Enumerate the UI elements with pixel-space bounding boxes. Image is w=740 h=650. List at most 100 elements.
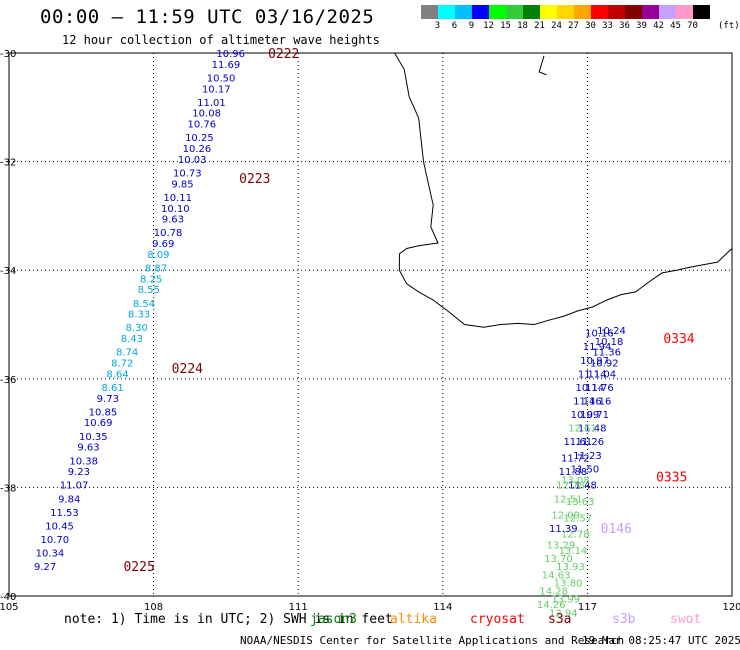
wave-height-label: 10.69 (84, 418, 113, 429)
wave-height-label: 10.17 (202, 84, 231, 95)
wave-height-label: 10.24 (597, 326, 626, 337)
wave-height-label: 10.08 (192, 109, 221, 120)
wave-height-label: 10.38 (69, 456, 98, 467)
wave-height-label: 13.70 (544, 554, 573, 565)
scale-label: 9 (468, 21, 475, 31)
scale-swatch (523, 5, 540, 19)
wave-height-label: 11.39 (549, 524, 578, 535)
wave-height-label: 8.55 (138, 285, 160, 296)
wave-height-label: 11.72 (561, 454, 590, 465)
wave-height-label: 10.14 (575, 383, 604, 394)
lat-tick-label: -30 (0, 49, 16, 60)
wave-height-label: 12.78 (556, 481, 585, 492)
scale-swatch (608, 5, 625, 19)
wave-height-label: 13.29 (547, 540, 576, 551)
wave-height-label: 11.50 (571, 464, 600, 475)
wave-height-label: 8.30 (126, 323, 148, 334)
wave-height-label: 13.14 (559, 546, 588, 557)
wave-height-label: 10.10 (161, 204, 190, 215)
wave-height-label: 14.26 (537, 600, 566, 611)
wave-height-label: 8.33 (128, 310, 150, 321)
credit-line: NOAA/NESDIS Center for Satellite Applica… (240, 634, 625, 647)
scale-label: 42 (653, 21, 664, 31)
wave-height-label: 10.26 (183, 144, 212, 155)
wave-height-label: 13.80 (554, 578, 583, 589)
scale-label: 3 (434, 21, 441, 31)
scale-label: 15 (500, 21, 511, 31)
wave-height-label: 11.01 (197, 98, 226, 109)
wave-height-label: 10.03 (178, 155, 207, 166)
wave-height-label: 11.53 (50, 508, 79, 519)
wave-height-label: 11.46 (573, 397, 602, 408)
wave-height-label: 12.57 (563, 513, 592, 524)
wave-height-label: 11.48 (568, 481, 597, 492)
footer-note: note: 1) Time is in UTC; 2) SWH is in fe… (64, 612, 393, 627)
wave-height-label: 10.50 (207, 73, 236, 84)
scale-swatch (676, 5, 693, 19)
pass-time-label: 0225 (123, 560, 154, 575)
wave-height-label: 10.99 (571, 410, 600, 421)
wave-height-label: 8.64 (106, 369, 128, 380)
wave-height-label: 14.28 (539, 587, 568, 598)
scale-swatch (455, 5, 472, 19)
lon-tick-label: 105 (0, 602, 19, 613)
lat-tick-label: -40 (0, 592, 16, 603)
wave-height-label: 9.27 (34, 562, 56, 573)
scale-swatch (540, 5, 557, 19)
pass-time-label: 0334 (663, 332, 694, 347)
wave-height-label: 11.88 (559, 467, 588, 478)
wave-height-label: 10.78 (154, 228, 183, 239)
wave-height-label: 10.96 (216, 49, 245, 60)
wave-height-label: 10.92 (590, 359, 619, 370)
wave-height-label: 9.69 (152, 239, 174, 250)
wave-height-label: 12.51 (554, 494, 583, 505)
wave-height-label: 10.70 (40, 535, 69, 546)
wave-height-label: 11.61 (563, 437, 592, 448)
scale-swatch (642, 5, 659, 19)
wave-height-label: 10.18 (595, 337, 624, 348)
lon-tick-label: 111 (289, 602, 308, 613)
scale-label: 18 (517, 21, 528, 31)
wave-height-label: 11.76 (585, 383, 614, 394)
wave-height-label: 9.63 (77, 443, 99, 454)
pass-time-label: 0222 (268, 47, 299, 62)
scale-label: 36 (619, 21, 630, 31)
scale-swatch (693, 5, 710, 19)
satellite-legend-item: swot (670, 612, 702, 627)
wave-height-label: 8.54 (133, 299, 155, 310)
wave-height-label: 10.35 (79, 432, 108, 443)
coastline (394, 52, 733, 328)
wave-height-label: 11.07 (60, 481, 89, 492)
scale-label: 27 (568, 21, 579, 31)
wave-height-label: 13.08 (561, 475, 590, 486)
wave-height-label: 11.26 (575, 437, 604, 448)
wave-height-label: 11.23 (573, 451, 602, 462)
color-scale (421, 5, 710, 19)
scale-swatch (472, 5, 489, 19)
lon-tick-label: 114 (433, 602, 452, 613)
wave-height-label: 11.48 (578, 424, 607, 435)
map-frame (8, 52, 733, 597)
wave-height-label: 8.43 (121, 334, 143, 345)
scale-label: 24 (551, 21, 562, 31)
wave-height-label: 8.25 (140, 274, 162, 285)
coastline-island (538, 55, 547, 76)
wave-height-label: 9.73 (97, 394, 119, 405)
scale-swatch (506, 5, 523, 19)
scale-label: 30 (585, 21, 596, 31)
wave-height-label: 10.34 (36, 549, 65, 560)
wave-height-label: 11.04 (588, 369, 617, 380)
satellite-legend-item: s3b (612, 612, 636, 627)
lat-tick-label: -36 (0, 375, 16, 386)
wave-height-label: 12.09 (551, 511, 580, 522)
wave-height-label: 11.16 (583, 397, 612, 408)
scale-swatch (659, 5, 676, 19)
scale-label: 45 (670, 21, 681, 31)
wave-height-label: 8.87 (145, 263, 167, 274)
scale-swatch (591, 5, 608, 19)
wave-height-label: 10.85 (89, 407, 118, 418)
wave-height-label: 14.63 (542, 570, 571, 581)
wave-height-label: 11.36 (592, 348, 621, 359)
wave-height-label: 9.85 (171, 179, 193, 190)
wave-height-label: 11.94 (583, 342, 612, 353)
